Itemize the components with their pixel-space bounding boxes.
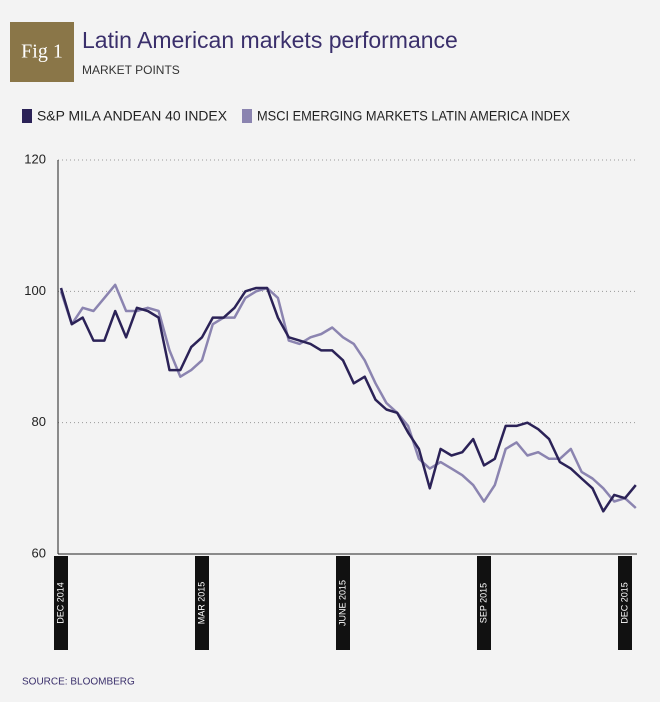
x-tick-box [618,556,632,650]
x-tick-label: DEC 2014 [55,582,65,624]
chart-subtitle: MARKET POINTS [82,63,180,77]
y-tick-label: 100 [24,283,46,298]
series-line [59,286,637,513]
x-tick-label: SEP 2015 [478,583,488,623]
y-tick-label: 60 [32,545,46,560]
legend: S&P MILA ANDEAN 40 INDEX MSCI EMERGING MA… [22,108,571,124]
source: SOURCE: BLOOMBERG [22,677,135,688]
legend-label: S&P MILA ANDEAN 40 INDEX [37,108,228,124]
x-tick-label: DEC 2015 [619,582,629,624]
y-tick-label: 120 [24,151,46,166]
figure-badge [10,22,74,82]
figure-label: Fig 1 [21,41,63,63]
chart-title: Latin American markets performance [82,27,458,53]
y-tick-label: 80 [32,414,46,429]
legend-swatch [242,109,252,123]
x-tick-box [477,556,491,650]
x-tick-label: JUNE 2015 [337,580,347,626]
x-tick-label: MAR 2015 [196,582,206,625]
legend-label: MSCI EMERGING MARKETS LATIN AMERICA INDE… [257,108,571,124]
legend-swatch [22,109,32,123]
x-tick-box [54,556,68,650]
series-line [59,283,637,509]
x-tick-box [195,556,209,650]
x-tick-box [336,556,350,650]
